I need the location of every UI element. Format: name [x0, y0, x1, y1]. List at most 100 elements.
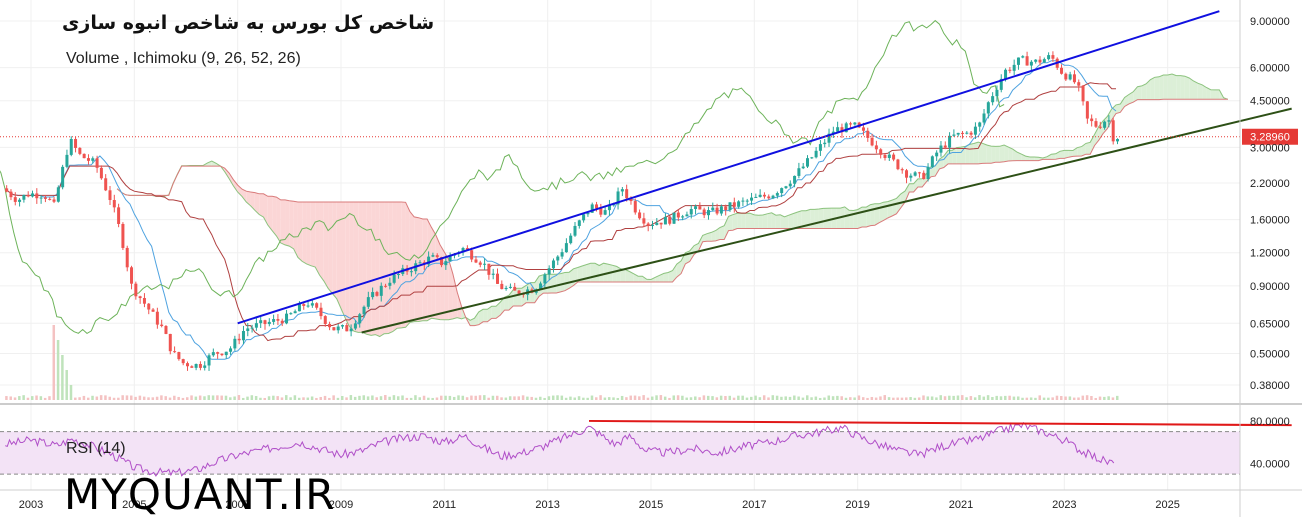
candle-body [733, 202, 736, 206]
volume-bar [909, 397, 912, 400]
cloud-segment [784, 215, 788, 228]
volume-bar [664, 397, 667, 400]
volume-bar [582, 398, 585, 400]
volume-bar [565, 398, 568, 400]
candle-body [328, 324, 331, 327]
volume-bar [164, 396, 167, 400]
candle-body [246, 328, 249, 331]
candle-body [302, 304, 305, 306]
candle-body [238, 339, 241, 340]
volume-bar [978, 395, 981, 400]
volume-bar [1069, 396, 1072, 400]
candle-body [220, 354, 223, 355]
candle-body [931, 156, 934, 166]
time-tick-label: 2013 [535, 499, 559, 511]
volume-bar [526, 397, 529, 400]
volume-bar [457, 395, 460, 400]
cloud-segment [1155, 77, 1159, 100]
price-tick-label: 0.90000 [1250, 281, 1290, 293]
cloud-segment [1198, 83, 1202, 99]
candle-body [1030, 62, 1033, 66]
volume-bar [530, 397, 533, 400]
candle-body [487, 264, 490, 275]
cloud-segment [879, 202, 883, 222]
cloud-segment [974, 142, 978, 164]
cloud-segment [978, 142, 982, 164]
candle-body [113, 200, 116, 207]
cloud-segment [289, 201, 293, 249]
volume-bar [169, 398, 172, 400]
time-tick-label: 2003 [19, 499, 43, 511]
candle-body [91, 158, 94, 161]
volume-bar [315, 398, 318, 400]
cloud-segment [759, 215, 763, 229]
candle-body [307, 306, 310, 307]
chart-title: شاخص کل بورس به شاخص انبوه سازی [62, 12, 434, 34]
cloud-segment [259, 194, 263, 217]
cloud-segment [1168, 74, 1172, 99]
candle-body [978, 122, 981, 126]
candle-body [61, 167, 64, 187]
volume-bar [96, 397, 99, 400]
candle-body [363, 307, 366, 314]
candle-body [944, 146, 947, 148]
cloud-segment [737, 213, 741, 228]
candle-body [5, 188, 8, 191]
watermark: MYQUANT.IR [64, 474, 335, 516]
volume-bar [578, 396, 581, 400]
volume-bar [177, 397, 180, 400]
volume-bar [1021, 398, 1024, 400]
cloud-segment [350, 202, 354, 331]
volume-bar [57, 340, 60, 400]
cloud-segment [888, 200, 892, 218]
volume-bar [233, 396, 236, 400]
cloud-segment [858, 207, 862, 228]
price-tick-label: 0.50000 [1250, 348, 1290, 360]
volume-bar [272, 396, 275, 400]
rsi-band [0, 432, 1240, 475]
candle-body [724, 206, 727, 210]
volume-bar [1004, 396, 1007, 400]
cloud-segment [548, 274, 552, 293]
volume-bar [987, 395, 990, 400]
volume-bar [625, 397, 628, 400]
volume-bar [61, 355, 64, 400]
candle-body [96, 158, 99, 168]
cloud-segment [1142, 84, 1146, 100]
volume-bar [156, 397, 159, 400]
cloud-segment [983, 143, 987, 163]
candle-body [1090, 119, 1093, 122]
cloud-segment [393, 202, 397, 332]
volume-bar [1030, 397, 1033, 400]
volume-bar [238, 395, 241, 400]
volume-bar [1026, 398, 1029, 400]
volume-bar [401, 395, 404, 400]
volume-bar [806, 395, 809, 400]
cloud-segment [436, 235, 440, 320]
volume-bar [737, 396, 740, 400]
volume-bar [341, 396, 344, 400]
volume-bar [522, 395, 525, 400]
volume-bar [423, 396, 426, 400]
volume-bar [819, 398, 822, 400]
candle-body [276, 319, 279, 321]
candle-body [285, 314, 288, 324]
candle-body [685, 214, 688, 216]
candle-body [1017, 58, 1020, 65]
candle-body [737, 201, 740, 206]
candle-body [1064, 74, 1067, 80]
candle-body [789, 184, 792, 187]
rsi-tick-label: 80.0000 [1250, 416, 1290, 428]
volume-bar [965, 397, 968, 400]
cloud-segment [561, 273, 565, 292]
cloud-segment [483, 309, 487, 321]
volume-bar [698, 397, 701, 400]
volume-bar [285, 395, 288, 400]
candle-body [134, 284, 137, 297]
candle-body [371, 292, 374, 297]
cloud-segment [599, 263, 603, 282]
candle-body [677, 213, 680, 218]
volume-bar [160, 395, 163, 400]
volume-bar [70, 385, 73, 400]
volume-bar [462, 396, 465, 400]
